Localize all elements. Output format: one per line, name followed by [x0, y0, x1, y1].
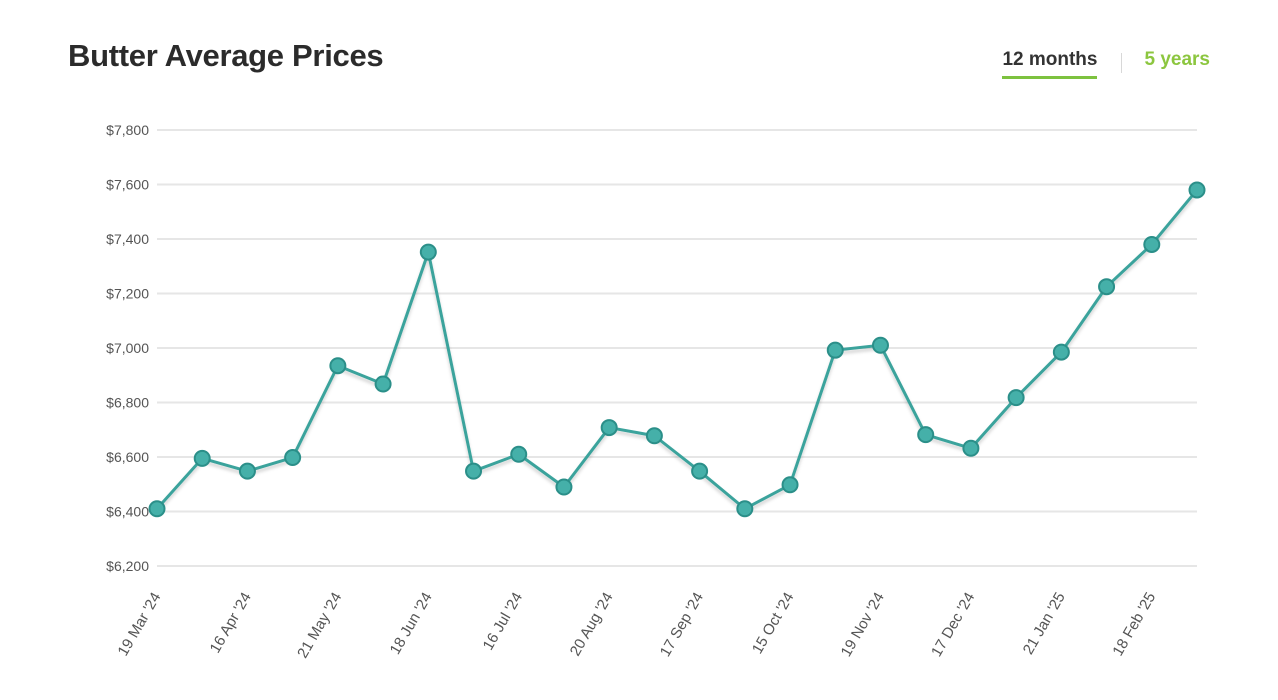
x-tick-label: 21 May '24 [294, 590, 345, 662]
x-tick-label: 17 Sep '24 [657, 590, 707, 660]
data-point[interactable] [917, 426, 935, 444]
data-point[interactable] [1188, 181, 1206, 199]
data-point[interactable] [465, 462, 483, 480]
x-tick-label: 17 Dec '24 [928, 590, 978, 660]
x-tick-label: 21 Jan '25 [1020, 590, 1069, 658]
page-title: Butter Average Prices [68, 38, 384, 73]
y-tick-label: $6,800 [106, 395, 149, 411]
y-tick-label: $6,400 [106, 504, 149, 520]
data-point[interactable] [600, 419, 618, 437]
period-tabs: 12 months 5 years [1002, 49, 1210, 79]
data-point[interactable] [284, 449, 302, 467]
y-tick-label: $7,800 [106, 122, 149, 138]
data-point[interactable] [238, 462, 256, 480]
y-tick-label: $6,200 [106, 558, 149, 574]
data-point[interactable] [510, 445, 528, 463]
data-point[interactable] [329, 357, 347, 375]
data-point[interactable] [962, 439, 980, 457]
y-tick-label: $7,400 [106, 231, 149, 247]
data-point[interactable] [419, 243, 437, 261]
series-line [155, 188, 1199, 511]
y-tick-label: $7,200 [106, 286, 149, 302]
x-axis-ticks: 19 Mar '24 16 Apr '24 21 May '24 18 Jun '24… [115, 590, 1160, 662]
data-point[interactable] [193, 449, 211, 467]
y-tick-label: $7,000 [106, 340, 149, 356]
data-point[interactable] [374, 375, 392, 393]
data-point[interactable] [645, 427, 663, 445]
gridlines [157, 129, 1197, 567]
tab-divider [1121, 53, 1123, 73]
data-point[interactable] [826, 341, 844, 359]
data-point[interactable] [1052, 343, 1070, 361]
x-tick-label: 18 Jun '24 [387, 590, 436, 658]
tab-12-months[interactable]: 12 months [1002, 49, 1098, 79]
x-tick-label: 19 Mar '24 [115, 590, 165, 659]
data-point[interactable] [871, 336, 889, 354]
x-tick-label: 16 Jul '24 [480, 590, 527, 654]
data-point[interactable] [1098, 278, 1116, 296]
data-point[interactable] [781, 476, 799, 494]
y-tick-label: $7,600 [106, 177, 149, 193]
data-point[interactable] [1143, 235, 1161, 253]
data-point[interactable] [691, 462, 709, 480]
data-point[interactable] [1007, 389, 1025, 407]
y-axis-ticks: $6,200 $6,400 $6,600 $6,800 $7,000 $7,200 $7,4… [106, 122, 149, 574]
series-line-layer [155, 188, 1199, 511]
data-point[interactable] [148, 500, 166, 518]
data-point[interactable] [736, 500, 754, 518]
x-tick-label: 18 Feb '25 [1109, 590, 1159, 659]
x-tick-label: 19 Nov '24 [838, 590, 888, 660]
data-points [148, 181, 1206, 518]
x-tick-label: 15 Oct '24 [749, 590, 798, 657]
data-point[interactable] [555, 478, 573, 496]
x-tick-label: 20 Aug '24 [567, 590, 617, 660]
x-tick-label: 16 Apr '24 [207, 590, 255, 657]
tab-5-years[interactable]: 5 years [1144, 49, 1210, 70]
y-tick-label: $6,600 [106, 449, 149, 465]
